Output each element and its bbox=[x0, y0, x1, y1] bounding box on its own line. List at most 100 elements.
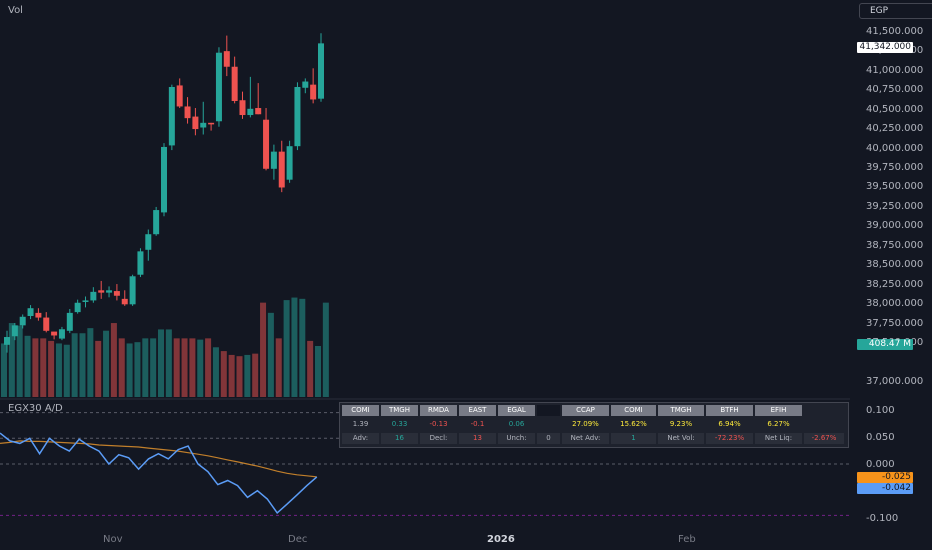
header-cell: CCAP bbox=[562, 405, 609, 416]
price-axis-label: 41,000.000 bbox=[866, 64, 924, 76]
candle-body bbox=[263, 119, 270, 169]
candle-body bbox=[247, 108, 254, 116]
candle-body bbox=[145, 234, 152, 250]
candle-body bbox=[192, 116, 199, 130]
candle-body bbox=[318, 43, 324, 99]
candle-body bbox=[231, 66, 238, 102]
volume-bar bbox=[173, 338, 180, 397]
net-liq-label: Net Liq: bbox=[755, 433, 802, 444]
net-adv-value: 1 bbox=[611, 433, 656, 444]
candle-body bbox=[27, 308, 34, 316]
value-cell: 1.39 bbox=[352, 420, 369, 428]
volume-bar bbox=[95, 340, 102, 397]
price-axis-label: 37,000.000 bbox=[866, 376, 924, 388]
candle-body bbox=[106, 290, 113, 293]
ad-line-tag: -0.042 bbox=[857, 483, 913, 494]
candle-body bbox=[4, 337, 10, 345]
header-cell: BTFH bbox=[706, 405, 753, 416]
price-axis-label: 39,000.000 bbox=[866, 220, 924, 232]
header-cell: EFIH bbox=[755, 405, 802, 416]
volume-bar bbox=[110, 323, 117, 397]
unch-label: Unch: bbox=[498, 433, 535, 444]
volume-bar bbox=[291, 297, 298, 397]
price-axis-label: 40,500.000 bbox=[866, 103, 924, 115]
price-chart[interactable] bbox=[0, 0, 932, 400]
ind-axis-label: -0.100 bbox=[866, 513, 899, 524]
header-cell: TMGH bbox=[658, 405, 704, 416]
volume-bar bbox=[134, 342, 141, 397]
decl-value: 13 bbox=[459, 433, 496, 444]
volume-bar bbox=[103, 330, 110, 397]
candle-body bbox=[161, 146, 167, 213]
spacer-cell bbox=[537, 405, 560, 416]
last-price-tag: 41,342.000 bbox=[857, 42, 913, 53]
ind-axis-label: 0.050 bbox=[866, 432, 895, 443]
volume-bar bbox=[150, 338, 157, 397]
volume-bar bbox=[24, 335, 31, 397]
volume-bar bbox=[87, 328, 94, 397]
volume-bar bbox=[307, 340, 314, 397]
volume-bar bbox=[79, 333, 86, 397]
unch-value: 0 bbox=[537, 433, 560, 444]
ind-axis-label: 0.100 bbox=[866, 405, 895, 416]
price-axis-label: 38,500.000 bbox=[866, 259, 924, 271]
candle-body bbox=[153, 210, 160, 235]
candle-body bbox=[90, 291, 97, 301]
volume-bar bbox=[165, 329, 172, 397]
candle-body bbox=[310, 84, 317, 100]
volume-bar bbox=[55, 343, 62, 397]
ind-axis-label: 0.000 bbox=[866, 459, 895, 470]
candle-body bbox=[294, 86, 301, 147]
volume-bar bbox=[40, 338, 47, 397]
candle-body bbox=[11, 325, 18, 337]
candle-body bbox=[113, 291, 120, 296]
value-cell: 6.27% bbox=[767, 420, 790, 428]
value-cell: 9.23% bbox=[669, 420, 693, 428]
price-axis-label: 40,750.000 bbox=[866, 84, 924, 96]
candle-body bbox=[286, 146, 293, 180]
volume-bar bbox=[197, 339, 204, 397]
candle-body bbox=[51, 331, 58, 336]
time-axis-label: 2026 bbox=[487, 534, 515, 545]
volume-bar bbox=[8, 323, 15, 397]
value-cell: -0.1 bbox=[470, 420, 485, 428]
time-axis-label: Nov bbox=[103, 534, 123, 545]
header-cell: COMI bbox=[611, 405, 656, 416]
price-axis-label: 41,500.000 bbox=[866, 25, 924, 37]
candle-body bbox=[19, 316, 26, 326]
time-axis-label: Feb bbox=[678, 534, 696, 545]
volume-bar bbox=[252, 353, 259, 397]
candle-body bbox=[302, 81, 309, 88]
indicator-title[interactable]: EGX30 A/D bbox=[8, 403, 63, 414]
candle-body bbox=[239, 100, 246, 116]
value-cell: 6.94% bbox=[718, 420, 741, 428]
candle-body bbox=[66, 312, 73, 331]
price-axis-label: 38,000.000 bbox=[866, 298, 924, 310]
net-vol-label: Net Vol: bbox=[658, 433, 704, 444]
ad-ma-tag: -0.025 bbox=[857, 472, 913, 483]
volume-bar bbox=[299, 298, 306, 397]
volume-label: Vol bbox=[8, 5, 23, 16]
currency-button[interactable]: EGP bbox=[859, 3, 932, 19]
price-axis-label: 40,250.000 bbox=[866, 123, 924, 135]
volume-bar bbox=[126, 343, 133, 397]
volume-bar bbox=[189, 338, 196, 397]
candle-body bbox=[208, 122, 215, 125]
ad-line bbox=[0, 432, 318, 515]
value-cell: 0.33 bbox=[391, 420, 408, 428]
volume-bar bbox=[205, 338, 212, 397]
volume-bar bbox=[212, 347, 219, 397]
header-cell: COMI bbox=[342, 405, 379, 416]
candle-body bbox=[184, 106, 191, 119]
adv-value: 16 bbox=[381, 433, 418, 444]
header-cell: RMDA bbox=[420, 405, 457, 416]
decl-label: Decl: bbox=[420, 433, 457, 444]
net-vol-value: -72.23% bbox=[706, 433, 753, 444]
volume-bar bbox=[315, 346, 321, 397]
candle-body bbox=[176, 85, 183, 107]
candle-body bbox=[58, 329, 65, 339]
candle-body bbox=[43, 317, 50, 331]
volume-bar bbox=[142, 338, 149, 397]
candle-body bbox=[121, 298, 128, 305]
header-cell: EAST bbox=[459, 405, 496, 416]
